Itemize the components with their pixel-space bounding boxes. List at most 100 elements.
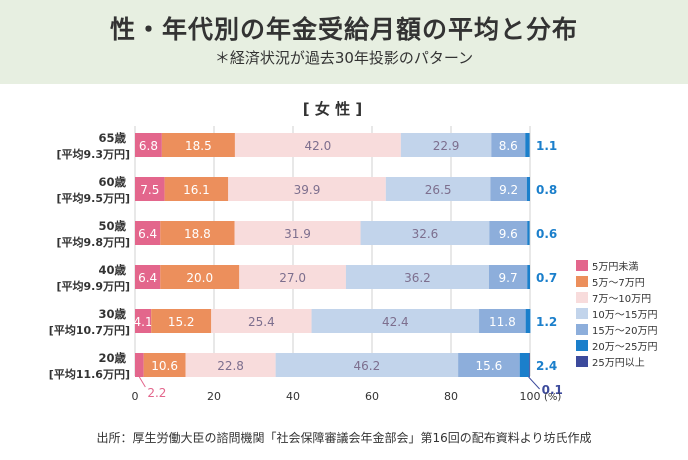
- legend-label: 20万～25万円: [592, 342, 657, 353]
- bar-segment: [135, 133, 162, 157]
- bar-segment: [234, 133, 401, 157]
- bar-segment: [400, 133, 492, 157]
- data-label: 2.2: [147, 386, 166, 400]
- data-label: 0.1: [542, 383, 563, 397]
- x-axis-unit: (%): [544, 392, 561, 403]
- bar-segment: [527, 265, 530, 289]
- bar-segment: [275, 353, 459, 377]
- data-label: 4.1: [134, 315, 153, 329]
- bar-segment: [151, 309, 212, 333]
- category-sublabel: [平均9.5万円]: [56, 191, 130, 205]
- data-label: 18.5: [185, 139, 212, 153]
- legend-label: 15万～20万円: [592, 326, 657, 337]
- bar-segment: [143, 353, 186, 377]
- legend-swatch: [576, 340, 588, 351]
- bar-segment: [185, 353, 276, 377]
- data-label: 46.2: [354, 359, 381, 373]
- data-label: 22.8: [217, 359, 244, 373]
- data-label: 15.6: [476, 359, 503, 373]
- data-label: 32.6: [412, 227, 439, 241]
- chart-title: [ 女 性 ]: [303, 100, 362, 118]
- legend-swatch: [576, 356, 588, 367]
- bar-segment: [135, 265, 161, 289]
- data-label: 2.4: [536, 359, 557, 373]
- bar-segment: [135, 221, 161, 245]
- legend-label: 7万～10万円: [592, 294, 651, 305]
- data-label: 27.0: [279, 271, 306, 285]
- page-subtitle: ＊経済状況が過去30年投影のパターン: [214, 49, 474, 67]
- legend-label: 5万～7万円: [592, 278, 645, 289]
- data-label: 26.5: [425, 183, 452, 197]
- data-label: 18.8: [184, 227, 211, 241]
- bar-segment: [385, 177, 491, 201]
- bar-segment: [135, 309, 152, 333]
- legend-label: 25万円以上: [592, 357, 645, 369]
- x-tick-label: 100: [520, 390, 541, 403]
- data-label: 16.1: [183, 183, 210, 197]
- category-sublabel: [平均10.7万円]: [49, 323, 130, 337]
- source-note: 出所：厚生労働大臣の諮問機関「社会保障審議会年金部会」第16回の配布資料より坊氏…: [96, 431, 592, 445]
- category-sublabel: [平均9.8万円]: [56, 235, 130, 249]
- bar-segment: [135, 177, 165, 201]
- bar-segment: [135, 353, 144, 377]
- bar-segment: [234, 221, 361, 245]
- data-label: 6.4: [138, 227, 157, 241]
- data-label: 8.6: [499, 139, 518, 153]
- bar-segment: [491, 133, 526, 157]
- bar-segment: [479, 309, 526, 333]
- category-sublabel: [平均9.3万円]: [56, 147, 130, 161]
- data-label: 31.9: [284, 227, 311, 241]
- category-label: 60歳: [98, 175, 126, 189]
- bar-segment: [228, 177, 386, 201]
- data-label: 10.6: [151, 359, 178, 373]
- bar-segment: [161, 133, 235, 157]
- category-label: 20歳: [98, 351, 126, 365]
- bar-segment: [488, 265, 528, 289]
- leader-line: [138, 376, 146, 388]
- legend-swatch: [576, 324, 588, 335]
- data-label: 42.0: [305, 139, 332, 153]
- bar-segment: [211, 309, 312, 333]
- data-label: 0.6: [536, 227, 557, 241]
- data-label: 22.9: [433, 139, 460, 153]
- category-sublabel: [平均11.6万円]: [49, 367, 130, 381]
- bar-segment: [160, 265, 240, 289]
- legend-swatch: [576, 260, 588, 271]
- category-label: 65歳: [98, 131, 126, 145]
- bar-segment: [489, 221, 528, 245]
- bar-segment: [160, 221, 235, 245]
- category-label: 30歳: [98, 307, 126, 321]
- data-label: 0.8: [536, 183, 557, 197]
- stacked-bar-chart: [ 女 性 ] 65歳 [平均9.3万円] 6.8 18.5 42.0 22.9 8.6 1.1…: [49, 100, 658, 403]
- data-label: 25.4: [248, 315, 275, 329]
- data-label: 1.1: [536, 139, 557, 153]
- x-tick-label: 20: [207, 390, 221, 403]
- data-label: 0.7: [536, 271, 557, 285]
- x-tick-label: 0: [132, 390, 139, 403]
- data-label: 9.2: [499, 183, 518, 197]
- bar-segment: [525, 133, 530, 157]
- data-label: 6.4: [138, 271, 157, 285]
- category-sublabel: [平均9.9万円]: [56, 279, 130, 293]
- data-label: 20.0: [186, 271, 213, 285]
- bar-segment: [345, 265, 489, 289]
- data-label: 11.8: [489, 315, 516, 329]
- bar-segment: [519, 353, 530, 377]
- bar-segment: [529, 353, 531, 377]
- legend-swatch: [576, 308, 588, 319]
- data-label: 15.2: [168, 315, 195, 329]
- page-title: 性・年代別の年金受給月額の平均と分布: [109, 15, 578, 44]
- legend-swatch: [576, 292, 588, 303]
- data-label: 9.7: [499, 271, 518, 285]
- x-tick-label: 60: [365, 390, 379, 403]
- category-label: 50歳: [98, 219, 126, 233]
- bar-segment: [490, 177, 527, 201]
- bar-segment: [164, 177, 229, 201]
- legend-label: 10万～15万円: [592, 310, 657, 321]
- category-label: 40歳: [98, 263, 126, 277]
- bar-segment: [525, 309, 531, 333]
- data-label: 9.6: [499, 227, 518, 241]
- data-label: 42.4: [382, 315, 409, 329]
- legend-label: 5万円未満: [592, 261, 638, 273]
- bar-segment: [458, 353, 520, 377]
